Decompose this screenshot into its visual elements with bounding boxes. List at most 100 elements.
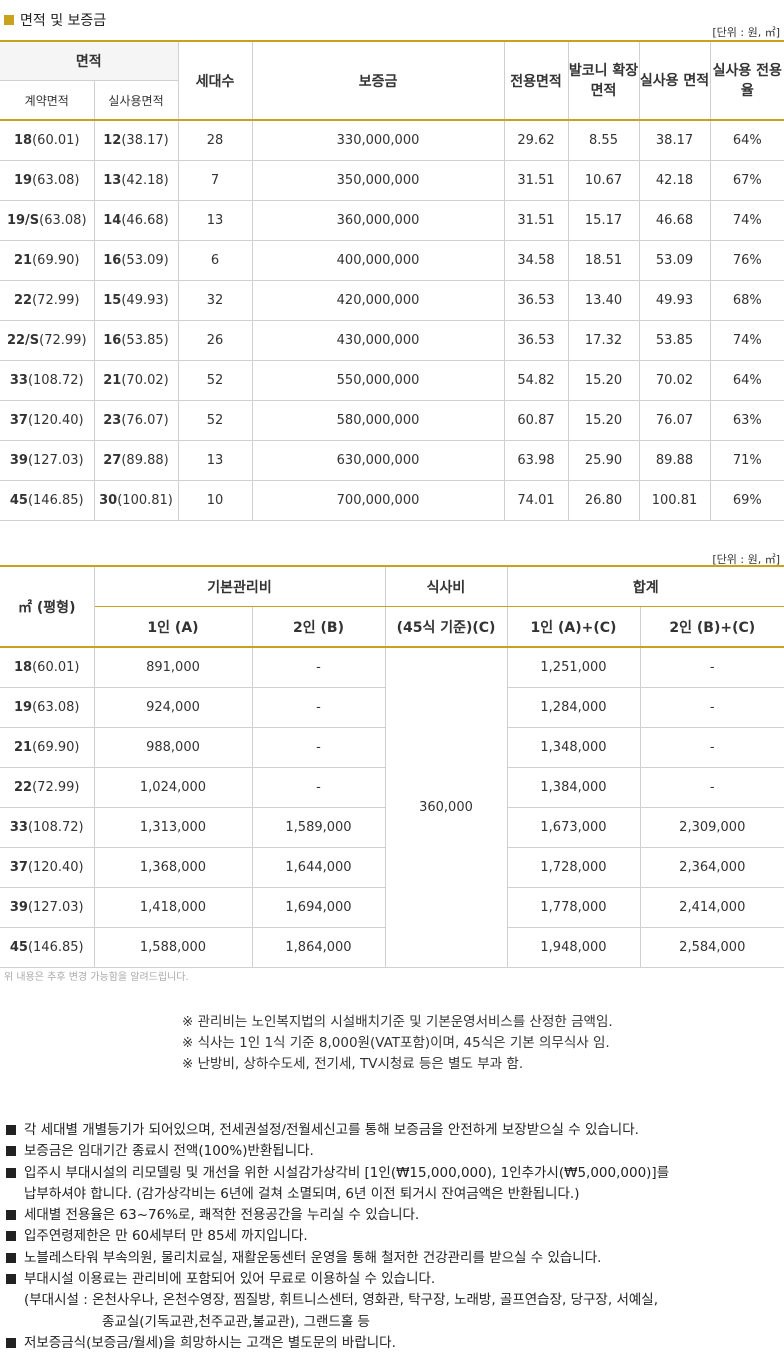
cell-size: 21(69.90) [0, 727, 95, 768]
cell-ratio: 67% [709, 160, 784, 201]
cell-actual-area: 14(46.68) [93, 200, 179, 241]
cell-two-person: 1,864,000 [251, 927, 386, 968]
cell-ratio: 64% [709, 119, 784, 161]
size-area: (127.03) [27, 453, 84, 468]
bullet-item: 입주시 부대시설의 리모델링 및 개선을 위한 시설감가상각비 [1인(₩15,… [4, 1163, 782, 1184]
cell-exclusive-area: 31.51 [503, 160, 569, 201]
cell-total-one: 1,384,000 [506, 767, 641, 808]
header-one-person: 1인 (A) [93, 606, 253, 648]
section-title-text: 면적 및 보증금 [20, 13, 107, 29]
size-number: 22 [14, 780, 33, 795]
cell-balcony: 8.55 [567, 119, 640, 161]
size-number: 33 [9, 373, 28, 388]
header-total-two: 2인 (B)+(C) [639, 606, 784, 648]
cell-total-one: 1,948,000 [506, 927, 641, 968]
cell-size: 22(72.99) [0, 767, 95, 808]
size-area: (89.88) [121, 453, 169, 468]
size-area: (120.40) [27, 413, 84, 428]
size-area: (72.99) [32, 293, 80, 308]
cell-balcony: 10.67 [567, 160, 640, 201]
table-row: 18(60.01) 891,000-360,000 1,251,000- [0, 646, 784, 968]
cell-households: 10 [177, 480, 253, 521]
cell-meal: 360,000 [384, 646, 508, 968]
cell-contract-area: 22(72.99) [0, 280, 95, 321]
cell-actual-area: 30(100.81) [93, 480, 179, 521]
size-area: (72.99) [32, 780, 80, 795]
size-number: 18 [14, 133, 33, 148]
cell-exclusive-area: 34.58 [503, 240, 569, 281]
bullet-item: 저보증금식(보증금/월세)을 희망하시는 고객은 별도문의 바랍니다. [4, 1333, 782, 1354]
cell-total-two: 2,309,000 [639, 807, 784, 848]
size-number: 22 [14, 293, 33, 308]
cell-two-person: 1,694,000 [251, 887, 386, 928]
cell-total-one: 1,778,000 [506, 887, 641, 928]
cell-balcony: 17.32 [567, 320, 640, 361]
size-area: (38.17) [121, 133, 169, 148]
cell-total-two: 2,364,000 [639, 847, 784, 888]
cell-balcony: 26.80 [567, 480, 640, 521]
fee-note: ※ 관리비는 노인복지법의 시설배치기준 및 기본운영서비스를 산정한 금액임. [182, 1014, 613, 1030]
size-area: (127.03) [27, 900, 84, 915]
cell-deposit: 350,000,000 [251, 160, 505, 201]
header-actual-area: 실사용면적 [93, 80, 179, 121]
square-bullet-icon [6, 1252, 16, 1263]
cell-deposit: 630,000,000 [251, 440, 505, 481]
size-area: (49.93) [121, 293, 169, 308]
cell-actual-use-area: 76.07 [638, 400, 711, 441]
cell-contract-area: 21(69.90) [0, 240, 95, 281]
cell-actual-area: 15(49.93) [93, 280, 179, 321]
cell-total-two: - [639, 727, 784, 768]
size-area: (69.90) [32, 253, 80, 268]
size-number: 30 [99, 493, 118, 508]
table-row: 45(146.85) 1,588,000 1,864,000 1,948,000 2,5… [0, 927, 784, 968]
size-number: 23 [103, 413, 122, 428]
cell-one-person: 1,313,000 [93, 807, 253, 848]
table-row: 33(108.72) 21(70.02) 52 550,000,000 54.82 15.… [0, 360, 784, 401]
info-bullets: 각 세대별 개별등기가 되어있으며, 전세권설정/전월세신고를 통해 보증금을 … [4, 1120, 782, 1354]
header-basic-fee: 기본관리비 [93, 565, 386, 607]
cell-ratio: 74% [709, 320, 784, 361]
square-bullet-icon [6, 1125, 16, 1135]
header-meal-basis: (45식 기준)(C) [384, 606, 508, 648]
cell-size: 37(120.40) [0, 847, 95, 888]
cell-deposit: 400,000,000 [251, 240, 505, 281]
header-actual-use-area: 실사용 면적 [638, 40, 711, 121]
cell-total-one: 1,728,000 [506, 847, 641, 888]
size-number: 13 [103, 173, 122, 188]
cell-households: 6 [177, 240, 253, 281]
size-number: 19 [14, 700, 33, 715]
table-row: 19/S(63.08) 14(46.68) 13 360,000,000 31.51 15… [0, 200, 784, 241]
size-area: (108.72) [27, 820, 84, 835]
size-area: (42.18) [121, 173, 169, 188]
cell-one-person: 1,024,000 [93, 767, 253, 808]
change-notice: 위 내용은 추후 변경 가능함을 알려드립니다. [4, 972, 189, 983]
cell-balcony: 25.90 [567, 440, 640, 481]
table-row: 18(60.01) 12(38.17) 28 330,000,000 29.62 8.55… [0, 119, 784, 161]
cell-exclusive-area: 31.51 [503, 200, 569, 241]
header-area: 면적 [0, 40, 179, 81]
cell-actual-use-area: 53.09 [638, 240, 711, 281]
cell-actual-area: 23(76.07) [93, 400, 179, 441]
cell-exclusive-area: 36.53 [503, 280, 569, 321]
header-deposit: 보증금 [251, 40, 505, 121]
cell-actual-use-area: 46.68 [638, 200, 711, 241]
table-row: 37(120.40) 23(76.07) 52 580,000,000 60.87 15.… [0, 400, 784, 441]
size-area: (70.02) [121, 373, 169, 388]
cell-balcony: 13.40 [567, 280, 640, 321]
size-number: 15 [103, 293, 122, 308]
cell-two-person: - [251, 727, 386, 768]
bullet-item: 세대별 전용율은 63~76%로, 쾌적한 전용공간을 누리실 수 있습니다. [4, 1205, 782, 1226]
cell-deposit: 580,000,000 [251, 400, 505, 441]
size-number: 21 [14, 740, 33, 755]
cell-ratio: 64% [709, 360, 784, 401]
cell-total-one: 1,348,000 [506, 727, 641, 768]
header-balcony: 발코니 확장면적 [567, 40, 640, 121]
size-number: 27 [103, 453, 122, 468]
cell-balcony: 15.20 [567, 400, 640, 441]
fee-note: ※ 난방비, 상하수도세, 전기세, TV시청료 등은 별도 부과 함. [182, 1056, 524, 1072]
header-total: 합계 [506, 565, 784, 607]
square-bullet-icon [6, 1146, 16, 1157]
table-row: 22(72.99) 1,024,000-1,384,000- [0, 767, 784, 808]
table-row: 21(69.90) 16(53.09) 6 400,000,000 34.58 18.51… [0, 240, 784, 281]
cell-ratio: 76% [709, 240, 784, 281]
